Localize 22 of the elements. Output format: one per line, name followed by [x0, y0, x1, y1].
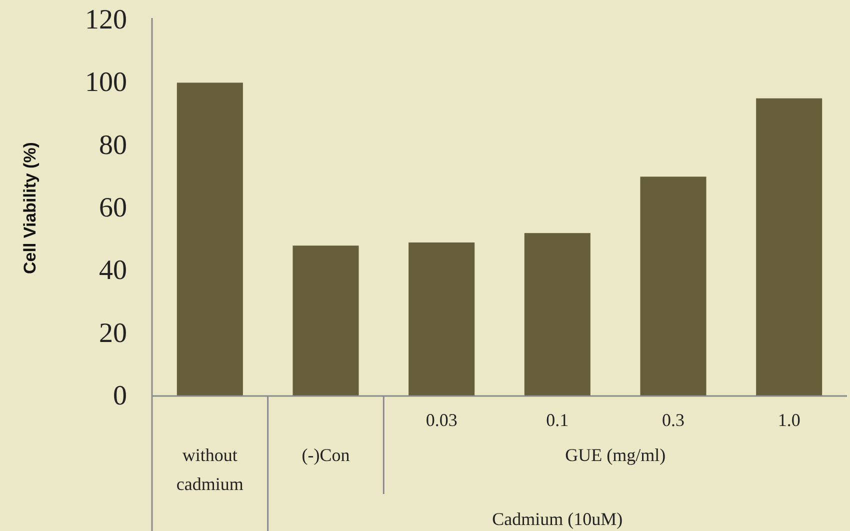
y-tick-label: 20	[99, 318, 127, 349]
bar	[408, 242, 475, 396]
x-tick-label: (-)Con	[302, 445, 350, 465]
y-tick-label: 80	[99, 130, 127, 161]
bar	[176, 82, 243, 396]
bar	[756, 98, 822, 396]
y-axis-title: Cell Viability (%)	[20, 142, 40, 274]
x-tick-label: 0.3	[662, 410, 684, 430]
y-tick-label: 0	[113, 380, 127, 412]
text: GUE (mg/ml)	[565, 445, 666, 465]
y-tick-label: 60	[99, 192, 127, 224]
bar	[640, 176, 706, 396]
y-tick-label: 120	[85, 4, 127, 36]
x-tick-label: 0.1	[546, 410, 569, 430]
y-tick-label: 100	[85, 67, 127, 98]
bar	[292, 246, 359, 396]
x-tick-label: 1.0	[778, 410, 800, 430]
y-tick-label: 40	[99, 255, 127, 286]
x-tick-label: without cadmium	[176, 445, 244, 494]
x-tick-label: 0.03	[426, 410, 458, 430]
bar	[524, 233, 590, 396]
text: Cadmium (10uM)	[492, 509, 623, 529]
